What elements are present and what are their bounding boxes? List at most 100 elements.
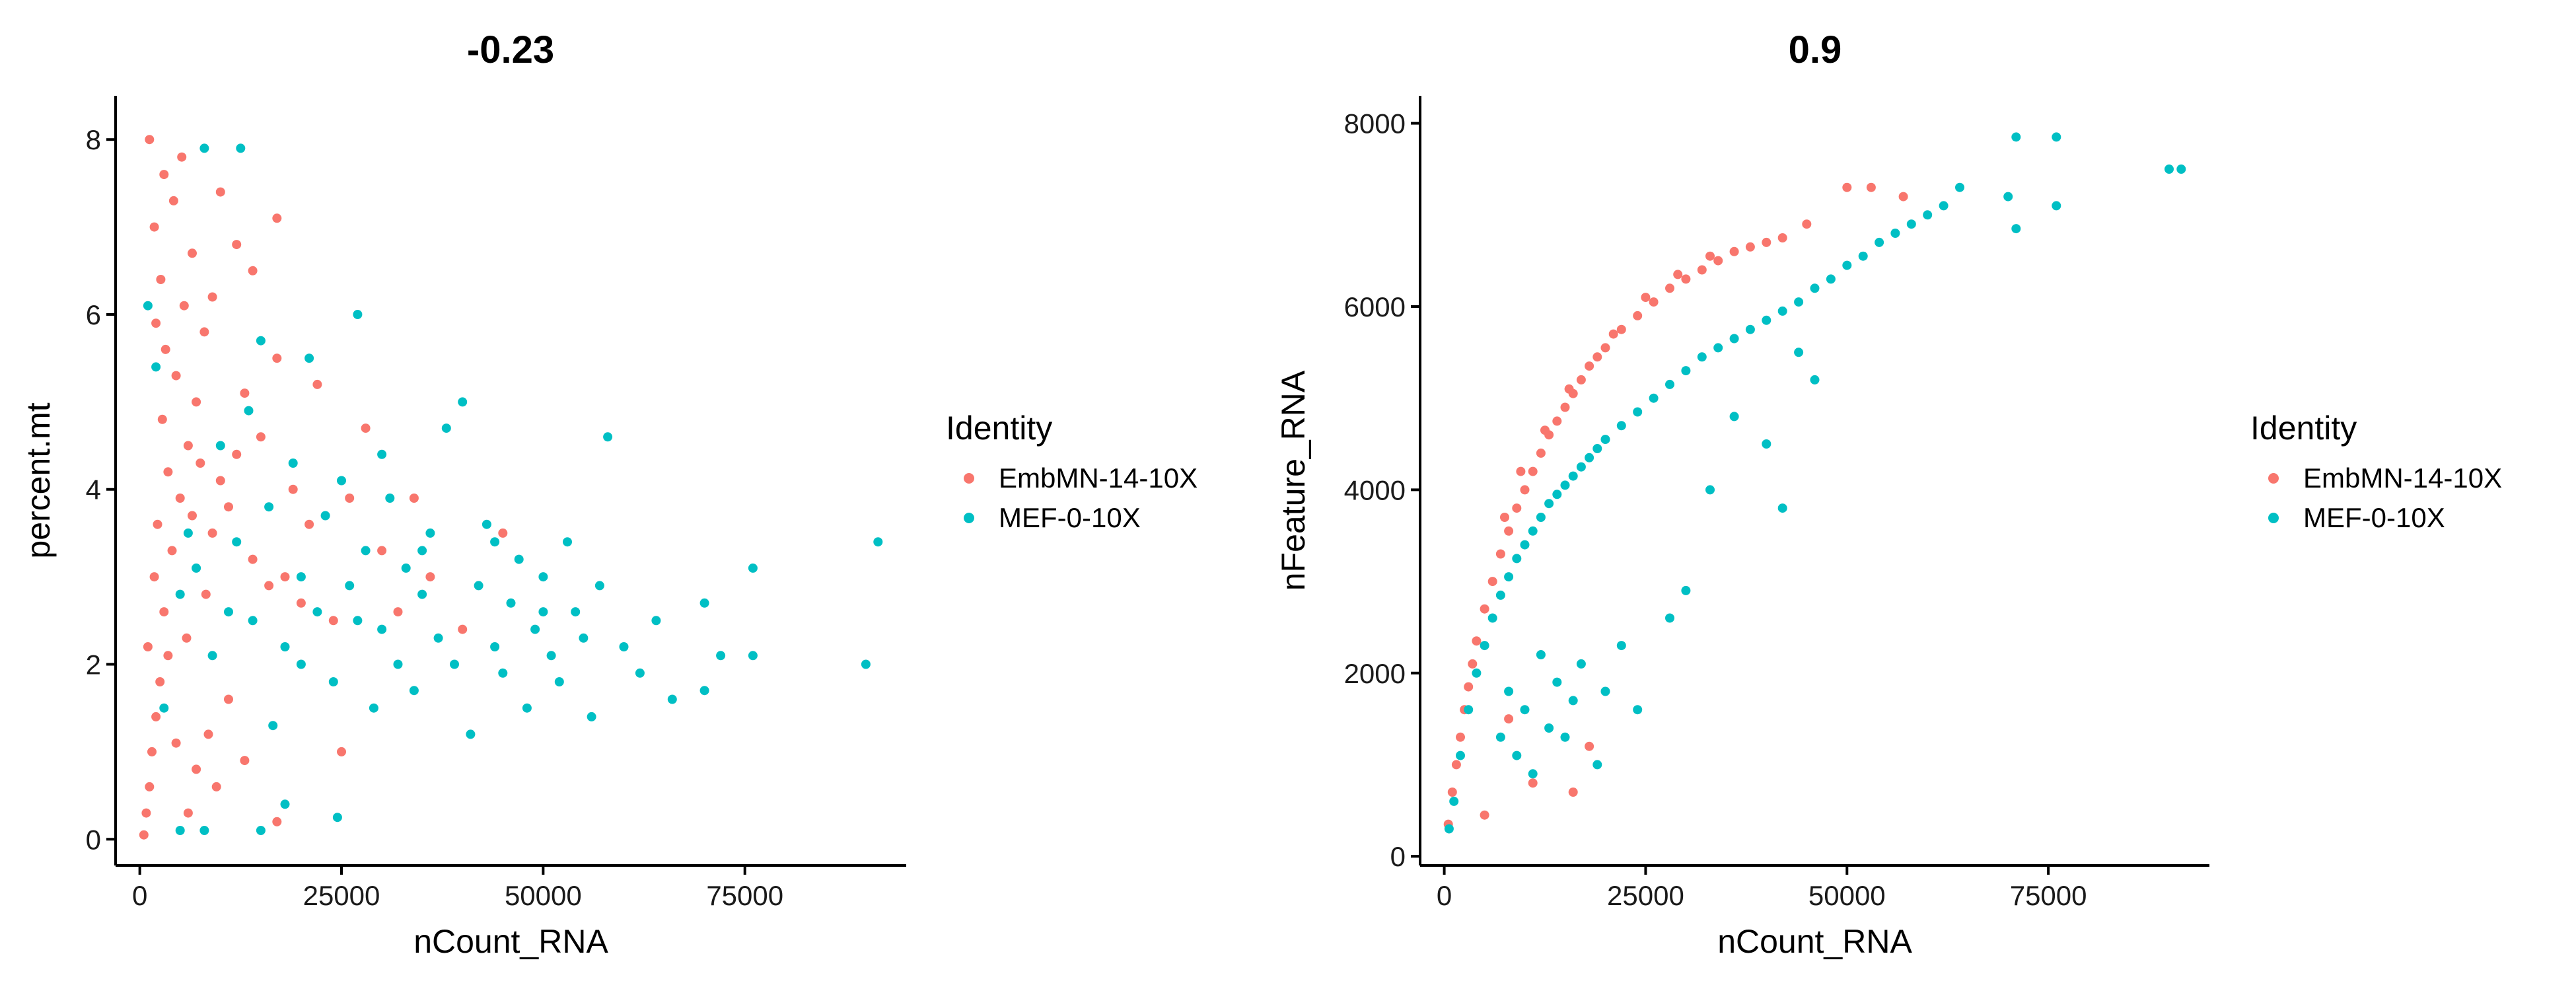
data-point xyxy=(514,554,524,564)
data-point xyxy=(425,528,435,538)
data-point xyxy=(145,135,155,145)
data-point xyxy=(256,826,266,835)
data-point xyxy=(224,694,233,704)
data-point xyxy=(377,624,387,634)
data-point xyxy=(2165,165,2174,174)
data-point xyxy=(312,607,322,617)
data-point xyxy=(385,494,395,503)
data-point xyxy=(280,642,290,651)
scatter-panel-1: 0 25000 50000 75000 0 2 4 6 8 -0.23 nCount_RNA perc… xyxy=(20,28,1198,960)
legend-title: Identity xyxy=(946,410,1052,447)
data-point xyxy=(337,476,346,486)
x-tick-label: 50000 xyxy=(505,880,582,911)
data-point xyxy=(1495,549,1505,559)
data-point xyxy=(353,310,363,319)
data-point xyxy=(188,248,197,258)
data-point xyxy=(280,799,290,809)
x-axis-title: nCount_RNA xyxy=(1717,923,1912,960)
data-point xyxy=(1528,466,1538,476)
data-point xyxy=(337,747,346,756)
data-point xyxy=(1616,641,1626,651)
series-points-embmn-14-10x xyxy=(1443,182,1908,829)
data-point xyxy=(538,607,548,617)
data-point xyxy=(153,519,162,529)
x-tick-label: 25000 xyxy=(303,880,380,911)
data-point xyxy=(1528,769,1538,779)
data-point xyxy=(232,537,242,547)
data-point xyxy=(409,686,419,696)
data-point xyxy=(1495,590,1505,600)
data-point xyxy=(207,528,217,538)
data-point xyxy=(1745,324,1755,334)
data-point xyxy=(232,240,242,250)
data-point xyxy=(304,519,314,529)
data-point xyxy=(1842,182,1852,192)
data-point xyxy=(482,519,491,529)
data-point xyxy=(288,459,298,468)
data-point xyxy=(1826,274,1836,284)
data-point xyxy=(1528,526,1538,536)
data-point xyxy=(1777,503,1787,513)
data-point xyxy=(1794,297,1804,307)
data-point xyxy=(143,301,153,311)
data-point xyxy=(401,563,411,573)
data-point xyxy=(1552,416,1562,426)
data-point xyxy=(1729,334,1739,344)
y-tick-label: 0 xyxy=(1390,841,1406,872)
data-point xyxy=(1762,439,1771,449)
data-point xyxy=(163,651,173,661)
data-point xyxy=(490,537,500,547)
data-point xyxy=(1516,466,1526,476)
scatter-panel-2: 0 25000 50000 75000 0 2000 4000 6000 8000 0.9 nCou… xyxy=(1275,28,2502,960)
data-point xyxy=(199,143,209,153)
data-point xyxy=(328,616,338,626)
data-point xyxy=(1777,233,1787,242)
data-point xyxy=(1472,668,1482,678)
data-point xyxy=(1480,810,1489,820)
legend-swatch xyxy=(964,473,974,484)
data-point xyxy=(1544,723,1554,733)
data-point xyxy=(2011,224,2021,234)
x-tick-label: 0 xyxy=(1437,880,1452,911)
data-point xyxy=(203,729,213,739)
data-point xyxy=(183,808,193,818)
data-point xyxy=(1697,352,1707,362)
data-point xyxy=(157,414,167,424)
x-tick-label: 50000 xyxy=(1808,880,1886,911)
data-point xyxy=(151,362,161,372)
data-point xyxy=(1649,393,1659,403)
data-point xyxy=(425,572,435,582)
data-point xyxy=(748,651,758,661)
data-point xyxy=(168,196,178,205)
data-point xyxy=(498,528,508,538)
data-point xyxy=(579,633,589,643)
data-point xyxy=(1592,444,1602,453)
data-point xyxy=(1576,375,1586,385)
data-point xyxy=(417,589,427,599)
data-point xyxy=(1875,237,1884,247)
data-point xyxy=(1608,329,1618,339)
data-point xyxy=(296,572,306,582)
data-point xyxy=(1729,412,1739,422)
data-point xyxy=(873,537,883,547)
data-point xyxy=(183,441,193,451)
data-point xyxy=(1745,242,1755,252)
y-tick-label: 2 xyxy=(86,649,101,680)
data-point xyxy=(1520,705,1530,715)
data-point xyxy=(1536,513,1546,522)
data-point xyxy=(248,554,258,564)
data-point xyxy=(1464,682,1474,692)
data-point xyxy=(1512,503,1522,513)
data-point xyxy=(1665,613,1674,623)
series-points-mef-0-10x xyxy=(143,143,883,835)
data-point xyxy=(603,432,613,442)
data-point xyxy=(179,301,189,311)
y-tick-label: 4 xyxy=(86,474,101,505)
data-point xyxy=(651,616,661,626)
data-point xyxy=(522,703,532,713)
data-point xyxy=(699,686,709,696)
data-point xyxy=(248,266,258,275)
data-point xyxy=(1560,480,1570,490)
data-point xyxy=(466,729,476,739)
data-point xyxy=(272,213,282,223)
